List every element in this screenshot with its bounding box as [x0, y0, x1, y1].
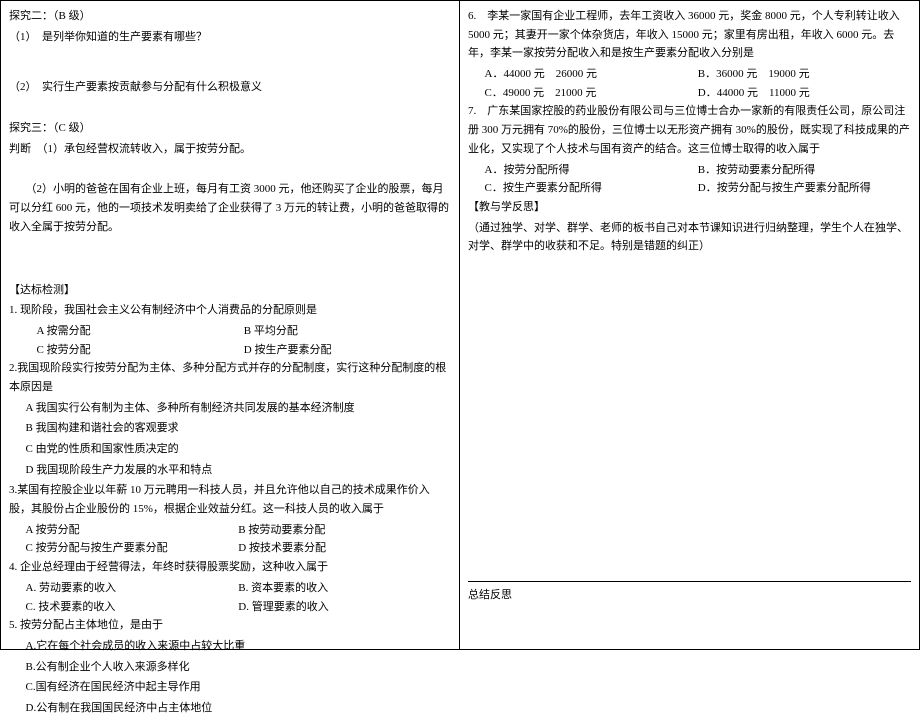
reflection-empty-area [468, 258, 911, 581]
q4: 4. 企业总经理由于经营得法，年终时获得股票奖励，这种收入属于 [9, 558, 451, 577]
q1c: C 按劳分配 [37, 341, 244, 360]
summary-label: 总结反思 [468, 589, 512, 601]
q3c: C 按劳分配与按生产要素分配 [26, 539, 239, 558]
reflect-body: （通过独学、对学、群学、老师的板书自己对本节课知识进行归纳整理，学生个人在独学、… [468, 219, 911, 256]
q3b: B 按劳动要素分配 [238, 521, 451, 540]
q6-opts-ab: A．44000 元 26000 元 B．36000 元 19000 元 [468, 65, 911, 84]
q1d: D 按生产要素分配 [244, 341, 451, 360]
tanjiu2-q2: （2） 实行生产要素按贡献参与分配有什么积极意义 [9, 78, 451, 97]
q4a: A. 劳动要素的收入 [26, 579, 239, 598]
q6-opts-cd: C．49000 元 21000 元 D．44000 元 11000 元 [468, 84, 911, 103]
q1-opts-cd: C 按劳分配 D 按生产要素分配 [9, 341, 451, 360]
summary-cell: 总结反思 [468, 581, 911, 643]
q6c: C．49000 元 21000 元 [485, 84, 698, 103]
q5b: B.公有制企业个人收入来源多样化 [9, 658, 451, 677]
q2: 2.我国现阶段实行按劳分配为主体、多种分配方式并存的分配制度，实行这种分配制度的… [9, 359, 451, 396]
q2c: C 由党的性质和国家性质决定的 [9, 440, 451, 459]
q4c: C. 技术要素的收入 [26, 598, 239, 617]
q7-opts-ab: A．按劳分配所得 B．按劳动要素分配所得 [468, 161, 911, 180]
q2a: A 我国实行公有制为主体、多种所有制经济共同发展的基本经济制度 [9, 399, 451, 418]
tanjiu2-q1: （1） 是列举你知道的生产要素有哪些？ [9, 28, 451, 47]
q2b: B 我国构建和谐社会的客观要求 [9, 419, 451, 438]
q3: 3.某国有控股企业以年薪 10 万元聘用一科技人员，并且允许他以自己的技术成果作… [9, 481, 451, 518]
q4-opts-cd: C. 技术要素的收入 D. 管理要素的收入 [9, 598, 451, 617]
q7d: D．按劳分配与按生产要素分配所得 [698, 179, 911, 198]
q5c: C.国有经济在国民经济中起主导作用 [9, 678, 451, 697]
q2d: D 我国现阶段生产力发展的水平和特点 [9, 461, 451, 480]
right-column: 6. 李某一家国有企业工程师，去年工资收入 36000 元，奖金 8000 元，… [460, 1, 919, 649]
q4b: B. 资本要素的收入 [238, 579, 451, 598]
q1-opts-ab: A 按需分配 B 平均分配 [9, 322, 451, 341]
tanjiu3-title: 探究三：（C 级） [9, 119, 451, 138]
q1b: B 平均分配 [244, 322, 451, 341]
q3a: A 按劳分配 [26, 521, 239, 540]
q5d: D.公有制在我国国民经济中占主体地位 [9, 699, 451, 718]
q5: 5. 按劳分配占主体地位，是由于 [9, 616, 451, 635]
right-upper: 6. 李某一家国有企业工程师，去年工资收入 36000 元，奖金 8000 元，… [468, 7, 911, 258]
q6d: D．44000 元 11000 元 [698, 84, 911, 103]
q3-opts-cd: C 按劳分配与按生产要素分配 D 按技术要素分配 [9, 539, 451, 558]
q3d: D 按技术要素分配 [238, 539, 451, 558]
tanjiu3-p2: （2）小明的爸爸在国有企业上班，每月有工资 3000 元，他还购买了企业的股票，… [9, 180, 451, 236]
q1: 1. 现阶段，我国社会主义公有制经济中个人消费品的分配原则是 [9, 301, 451, 320]
q4d: D. 管理要素的收入 [238, 598, 451, 617]
reflect-title: 【教与学反思】 [468, 198, 911, 217]
tanjiu2-title: 探究二：（B 级） [9, 7, 451, 26]
dabiao-title: 【达标检测】 [9, 281, 451, 300]
q3-opts-ab: A 按劳分配 B 按劳动要素分配 [9, 521, 451, 540]
q6: 6. 李某一家国有企业工程师，去年工资收入 36000 元，奖金 8000 元，… [468, 7, 911, 63]
q6a: A．44000 元 26000 元 [485, 65, 698, 84]
q7c: C．按生产要素分配所得 [485, 179, 698, 198]
left-column: 探究二：（B 级） （1） 是列举你知道的生产要素有哪些？ （2） 实行生产要素… [1, 1, 460, 649]
tanjiu3-judge: 判断 （1）承包经营权流转收入，属于按劳分配。 [9, 140, 451, 159]
q7a: A．按劳分配所得 [485, 161, 698, 180]
q5a: A.它在每个社会成员的收入来源中占较大比重 [9, 637, 451, 656]
q4-opts-ab: A. 劳动要素的收入 B. 资本要素的收入 [9, 579, 451, 598]
q7: 7. 广东某国家控股的药业股份有限公司与三位博士合办一家新的有限责任公司，原公司… [468, 102, 911, 158]
q6b: B．36000 元 19000 元 [698, 65, 911, 84]
q7-opts-cd: C．按生产要素分配所得 D．按劳分配与按生产要素分配所得 [468, 179, 911, 198]
q1a: A 按需分配 [37, 322, 244, 341]
q7b: B．按劳动要素分配所得 [698, 161, 911, 180]
